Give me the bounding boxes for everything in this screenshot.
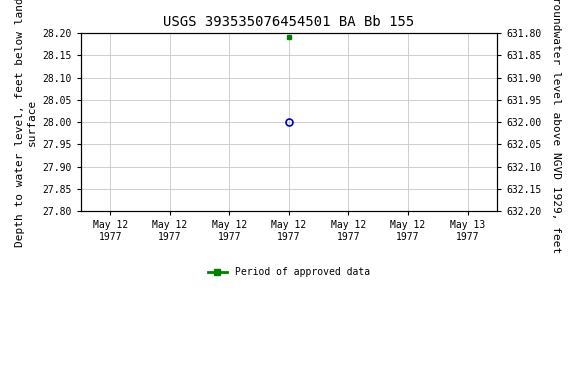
Legend: Period of approved data: Period of approved data: [204, 263, 374, 281]
Y-axis label: Groundwater level above NGVD 1929, feet: Groundwater level above NGVD 1929, feet: [551, 0, 561, 254]
Y-axis label: Depth to water level, feet below land
surface: Depth to water level, feet below land su…: [15, 0, 37, 247]
Title: USGS 393535076454501 BA Bb 155: USGS 393535076454501 BA Bb 155: [163, 15, 415, 29]
